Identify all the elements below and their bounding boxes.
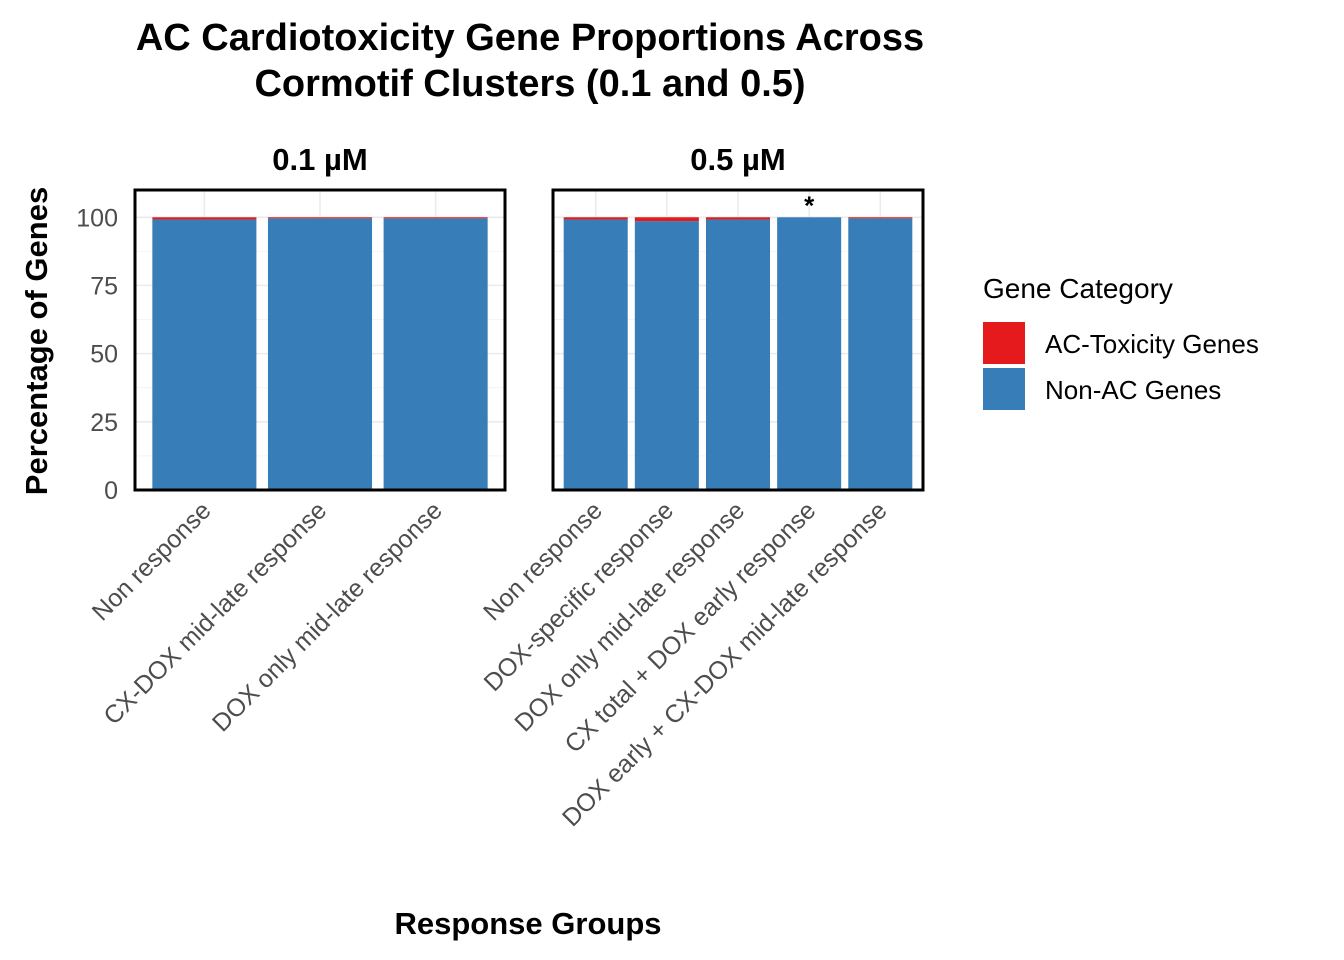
x-tick-label: DOX only mid-late response	[207, 496, 448, 737]
facet-strip-label: 0.5 µM	[690, 142, 785, 177]
y-tick-label: 75	[90, 272, 118, 300]
bar-ac-toxicity-genes	[705, 217, 771, 220]
bar-non-ac-genes	[848, 218, 913, 490]
bar-ac-toxicity-genes	[267, 217, 373, 219]
y-tick-label: 25	[90, 409, 118, 437]
bar-non-ac-genes	[777, 217, 842, 491]
legend-title: Gene Category	[983, 273, 1173, 304]
x-tick-label: DOX early + CX-DOX mid-late response	[557, 496, 893, 832]
bar-ac-toxicity-genes	[634, 217, 699, 222]
panel-border	[551, 188, 925, 492]
facet-strip-label: 0.1 µM	[272, 142, 367, 177]
chart-title-line-1: AC Cardiotoxicity Gene Proportions Acros…	[136, 17, 924, 59]
bar-ac-toxicity-genes	[563, 217, 628, 220]
bar-non-ac-genes	[267, 218, 373, 490]
bar-non-ac-genes	[705, 219, 771, 491]
bar-non-ac-genes	[563, 219, 628, 491]
significance-marker: *	[804, 190, 815, 220]
y-tick-label: 0	[104, 477, 118, 505]
chart-title-line-2: Cormotif Clusters (0.1 and 0.5)	[254, 63, 805, 105]
x-tick-label: CX-DOX mid-late response	[98, 496, 332, 730]
bar-non-ac-genes	[383, 218, 488, 490]
bar-ac-toxicity-genes	[848, 217, 913, 219]
x-axis-title: Response Groups	[395, 906, 662, 941]
y-tick-label: 100	[76, 204, 118, 232]
bar-non-ac-genes	[634, 221, 699, 490]
panel-border	[133, 188, 507, 492]
y-tick-label: 50	[90, 341, 118, 369]
legend-label: AC-Toxicity Genes	[1045, 329, 1259, 359]
bar-non-ac-genes	[152, 219, 257, 491]
legend-key-ac-toxicity-genes	[983, 322, 1025, 364]
legend-label: Non-AC Genes	[1045, 375, 1221, 405]
y-axis-title: Percentage of Genes	[19, 187, 54, 495]
bar-ac-toxicity-genes	[383, 217, 488, 219]
legend: Gene Category AC-Toxicity Genes Non-AC Ge…	[983, 273, 1259, 410]
x-tick-label: Non response	[87, 496, 217, 626]
bar-ac-toxicity-genes	[152, 217, 257, 220]
legend-key-non-ac-genes	[983, 368, 1025, 410]
